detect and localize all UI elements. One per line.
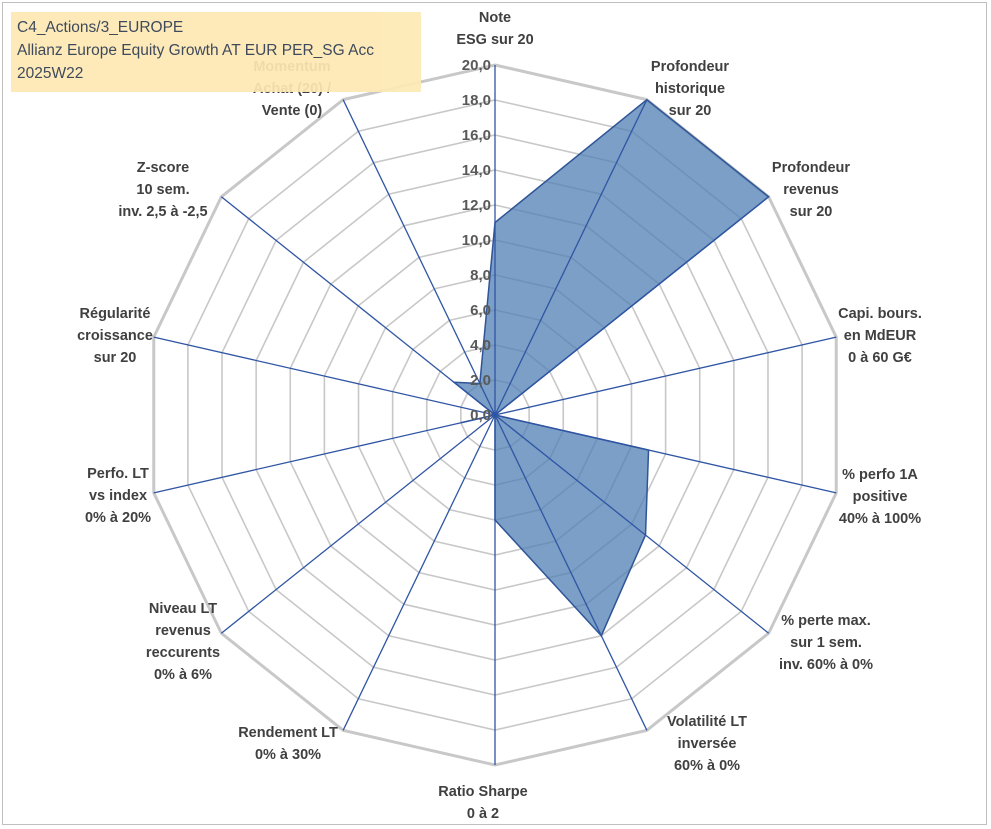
spoke-line: [153, 336, 496, 416]
axis-label: % perte max. sur 1 sem. inv. 60% à 0%: [779, 613, 873, 673]
series-area: [451, 98, 770, 638]
radar-series: [451, 98, 770, 638]
spoke-line: [342, 99, 496, 416]
spoke-line: [494, 336, 837, 416]
tick-label: 10,0: [462, 232, 491, 249]
spoke-line: [494, 196, 770, 416]
chart-title-box: C4_Actions/3_EUROPE Allianz Europe Equit…: [11, 12, 421, 92]
title-line-2: Allianz Europe Equity Growth AT EUR PER_…: [17, 42, 374, 59]
title-line-3: 2025W22: [17, 65, 84, 82]
tick-label: 8,0: [470, 267, 491, 284]
spoke-line: [494, 99, 648, 416]
spoke-line: [153, 414, 496, 494]
axis-label: Régularité croissance sur 20: [77, 306, 153, 366]
tick-label: 4,0: [470, 337, 491, 354]
tick-label: 20,0: [462, 57, 491, 74]
axis-label: Z-score 10 sem. inv. 2,5 à -2,5: [118, 160, 207, 220]
axis-label: Ratio Sharpe 0 à 2: [438, 784, 527, 822]
title-line-1: C4_Actions/3_EUROPE: [17, 19, 184, 36]
spoke-line: [342, 414, 496, 731]
spoke-line: [494, 414, 837, 494]
axis-label: Profondeur historique sur 20: [651, 59, 729, 119]
spoke-line: [220, 196, 496, 416]
spoke-line: [494, 414, 648, 731]
axis-label: % perfo 1A positive 40% à 100%: [839, 467, 921, 527]
spoke-line: [220, 414, 496, 634]
axis-label: Rendement LT 0% à 30%: [238, 725, 338, 763]
spoke-line: [494, 414, 770, 634]
tick-label: 18,0: [462, 92, 491, 109]
axis-label: Niveau LT revenus reccurents 0% à 6%: [146, 601, 220, 683]
axis-label: Volatilité LT inversée 60% à 0%: [667, 714, 747, 774]
tick-label: 16,0: [462, 127, 491, 144]
tick-label: 6,0: [470, 302, 491, 319]
tick-label: 0,0: [470, 407, 491, 424]
tick-label: 12,0: [462, 197, 491, 214]
radial-tick-labels: 0,0 2,0 4,0 6,0 8,0 10,0 12,0 14,0 16,0 18,0 20,0: [462, 57, 491, 424]
axis-label: Profondeur revenus sur 20: [772, 160, 850, 220]
axis-labels: Note ESG sur 20 Profondeur historique sur 20…: [77, 10, 922, 822]
axis-label: Perfo. LT vs index 0% à 20%: [85, 466, 151, 526]
tick-label: 2,0: [470, 372, 491, 389]
axis-label: Note ESG sur 20: [456, 10, 533, 48]
tick-label: 14,0: [462, 162, 491, 179]
axis-label: Capi. bours. en MdEUR 0 à 60 G€: [838, 306, 922, 366]
radar-spokes: [153, 65, 837, 765]
